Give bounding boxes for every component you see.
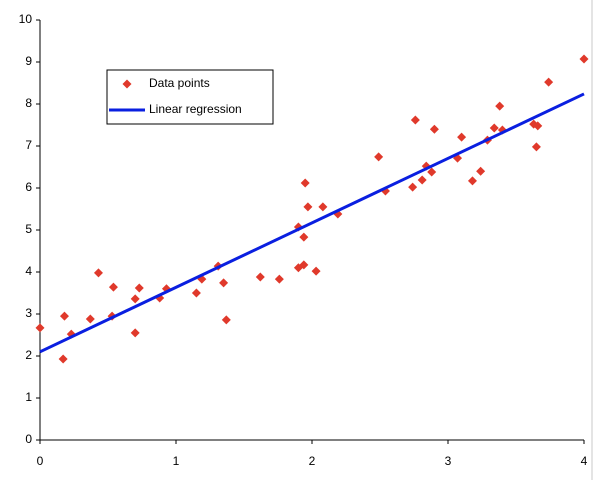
- y-tick-label: 6: [25, 180, 32, 194]
- data-point: [59, 311, 69, 321]
- data-point: [221, 315, 231, 325]
- data-point: [300, 178, 310, 188]
- data-point: [134, 283, 144, 293]
- y-tick-label: 1: [25, 390, 32, 404]
- data-point: [299, 260, 309, 270]
- data-point: [495, 101, 505, 111]
- data-point: [130, 328, 140, 338]
- legend-label: Data points: [149, 76, 210, 90]
- data-point: [417, 175, 427, 185]
- data-point: [410, 115, 420, 125]
- y-tick-label: 4: [25, 264, 32, 278]
- data-point: [457, 132, 467, 142]
- y-tick-label: 7: [25, 138, 32, 152]
- x-tick-label: 3: [445, 454, 452, 468]
- data-point: [579, 54, 589, 64]
- y-tick-label: 2: [25, 348, 32, 362]
- y-tick-label: 3: [25, 306, 32, 320]
- data-point: [93, 268, 103, 278]
- data-point: [85, 314, 95, 324]
- data-point: [467, 176, 477, 186]
- legend-marker: [122, 79, 132, 89]
- data-point: [303, 202, 313, 212]
- data-point: [476, 166, 486, 176]
- data-point: [299, 232, 309, 242]
- data-point: [318, 202, 328, 212]
- data-point: [255, 272, 265, 282]
- data-point: [429, 124, 439, 134]
- y-tick-label: 9: [25, 54, 32, 68]
- legend-box: [106, 69, 274, 125]
- data-point: [374, 152, 384, 162]
- y-tick-label: 0: [25, 432, 32, 446]
- data-point: [408, 182, 418, 192]
- data-point: [108, 282, 118, 292]
- data-point: [311, 266, 321, 276]
- data-point: [35, 323, 45, 333]
- data-point: [191, 288, 201, 298]
- data-point: [531, 142, 541, 152]
- x-tick-label: 4: [581, 454, 588, 468]
- data-point: [274, 274, 284, 284]
- data-point: [427, 167, 437, 177]
- regression-line: [39, 92, 585, 354]
- x-tick-label: 0: [37, 454, 44, 468]
- y-tick-label: 8: [25, 96, 32, 110]
- data-point: [489, 123, 499, 133]
- x-tick-label: 2: [309, 454, 316, 468]
- legend-label: Linear regression: [149, 102, 242, 116]
- data-point: [58, 354, 68, 364]
- y-tick-label: 10: [19, 12, 33, 26]
- data-point: [219, 278, 229, 288]
- data-point: [130, 294, 140, 304]
- legend: Data points Linear regression: [106, 69, 274, 125]
- data-point: [544, 77, 554, 87]
- x-tick-label: 1: [173, 454, 180, 468]
- data-point: [533, 121, 543, 131]
- y-tick-label: 5: [25, 222, 32, 236]
